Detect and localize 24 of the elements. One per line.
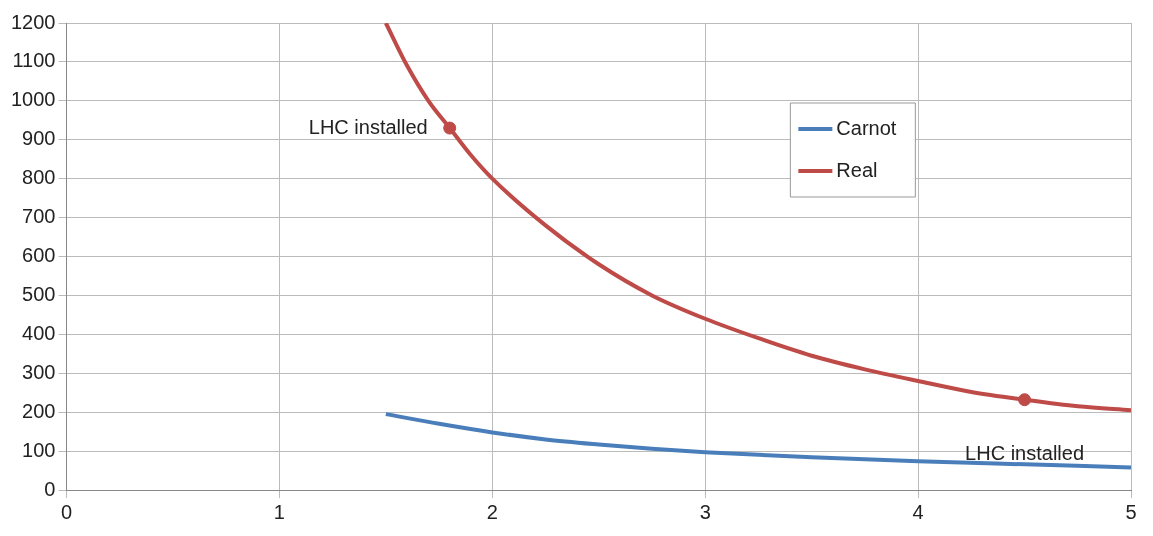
x-tick-label: 5 [1125,500,1137,523]
x-tick-label: 4 [912,500,924,523]
y-tick-label: 0 [44,477,56,500]
y-tick-label: 1000 [10,88,56,111]
y-tick-label: 200 [22,399,56,422]
y-tick-label: 700 [22,205,56,228]
legend-label: Real [836,158,878,181]
x-tick-label: 2 [486,500,498,523]
x-tick-label: 3 [699,500,711,523]
annotation: LHC installed [308,115,428,138]
y-tick-label: 800 [22,166,56,189]
legend-label: Carnot [836,116,897,139]
y-tick-label: 600 [22,244,56,267]
y-tick-label: 100 [22,438,56,461]
y-tick-label: 1100 [12,49,56,72]
x-tick-label: 0 [60,500,73,523]
y-tick-label: 500 [22,282,56,305]
y-tick-label: 1200 [10,10,56,33]
y-tick-label: 900 [22,127,56,150]
x-tick-label: 1 [273,500,285,523]
line-series [383,412,1131,470]
annotation: LHC installed [965,442,1085,465]
y-tick-label: 300 [22,360,56,383]
y-tick-label: 400 [22,321,56,344]
